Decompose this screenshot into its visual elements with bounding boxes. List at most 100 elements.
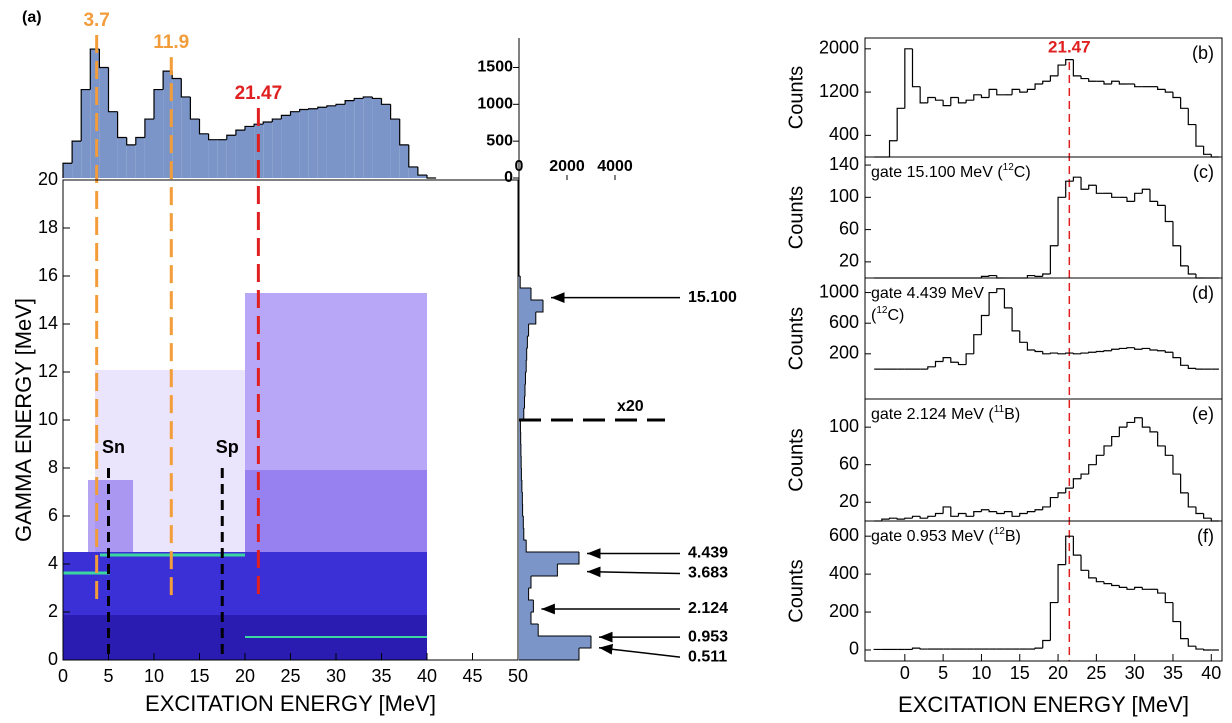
x-tick-label: 40 [1201,663,1221,683]
bar [345,100,355,178]
histogram-step [919,86,928,104]
histogram-step [1019,512,1028,517]
histogram-step [1180,621,1189,640]
bar [363,96,373,178]
x-tick-label: 25 [280,666,300,686]
x-tick-label: 25 [1086,663,1106,683]
histogram-step [1157,201,1166,206]
bar [519,312,536,324]
panel-tag: (e) [1192,404,1214,424]
histogram-step [1164,205,1173,223]
histogram-step [1026,342,1036,351]
y-axis-label: GAMMA ENERGY [MeV] [11,298,36,542]
histogram-step [1141,188,1150,194]
histogram-step [1080,352,1089,354]
histogram-step [950,96,959,106]
gate-text: ( [871,307,877,324]
annotation-label: 3.7 [83,10,109,31]
x-tick-label: 50 [508,666,528,686]
histogram-step [1141,347,1150,350]
y-tick-label: 200 [829,601,859,621]
histogram-step [1195,124,1204,147]
histogram-step [1134,586,1143,590]
bar [399,144,409,178]
bar [519,588,529,600]
histogram-step [208,133,218,141]
bar [390,119,400,178]
histogram-step [1103,81,1112,85]
bar [144,119,154,178]
bar [263,122,273,178]
histogram-step [980,94,990,99]
y-tick-label: 200 [829,343,859,363]
histogram-step [1049,601,1059,641]
y-tick-label: 0 [48,649,58,669]
histogram-step [988,274,997,277]
panel-tag: (b) [1192,43,1214,63]
histogram-step [1057,492,1066,498]
gate-text: gate 4.439 MeV [871,285,984,302]
bar [519,600,534,612]
scale-break-label: x20 [617,398,644,415]
histogram-step [528,588,534,601]
histogram-step [934,97,944,101]
histogram-step [1195,646,1204,650]
histogram-step [417,166,427,176]
bar [519,540,527,552]
x-tick-label: 20 [235,666,255,686]
histogram-step [1111,193,1120,198]
histogram-step [530,288,543,301]
histogram-step [1049,352,1059,354]
gate-note: gate 0.953 MeV (12B) [871,526,1021,545]
bar [519,360,527,372]
histogram-step [1134,347,1143,350]
bar [519,384,525,396]
histogram-step [881,518,890,521]
histogram-step [1088,184,1097,190]
histogram-step [518,264,521,277]
histogram-step [1203,513,1212,519]
y-tick-label: 140 [829,154,859,174]
histogram-step [1065,180,1074,198]
histogram-step [1134,192,1143,202]
histogram-step [965,513,974,517]
bar [519,564,558,576]
peak-arrow [598,643,681,658]
x-tick-label: 15 [189,666,209,686]
histogram-step [957,362,967,366]
histogram-step [153,88,164,120]
histogram-step [980,314,990,335]
histogram-step [980,509,990,512]
histogram-step [965,99,974,103]
histogram-step [71,140,82,164]
histogram-step [996,511,1005,515]
x-tick-label: 20 [1048,663,1068,683]
histogram-step [1088,464,1097,475]
isotope-mass: 12 [876,305,888,316]
bar [126,144,136,178]
histogram-step [1111,348,1120,351]
bar [190,119,200,178]
isotope-mass: 11 [994,404,1005,415]
bar [519,612,531,624]
histogram-step [911,48,921,88]
histogram-step [1164,350,1173,353]
histogram-step [1034,83,1043,90]
histogram-step [1118,585,1127,588]
bar [117,137,127,178]
histogram-step [927,515,936,519]
bar [519,420,521,432]
histogram-step [530,612,539,625]
bar [519,528,524,540]
bar [72,141,82,178]
histogram-step [1042,80,1051,84]
histogram-step [957,512,967,517]
histogram-step [523,396,526,409]
y-tick-label: 1000 [477,96,513,113]
y-tick-label: 12 [38,361,58,381]
panel-frame [864,37,1223,158]
bar [519,372,526,384]
histogram-step [408,144,418,168]
histogram-step [1072,536,1082,556]
histogram-step [1141,417,1150,428]
